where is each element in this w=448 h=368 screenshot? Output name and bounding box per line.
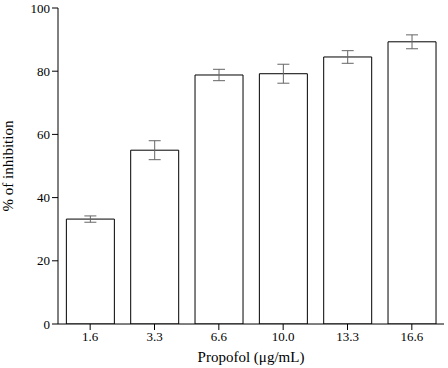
svg-text:13.3: 13.3 (336, 329, 359, 344)
svg-text:3.3: 3.3 (146, 329, 162, 344)
svg-text:10.0: 10.0 (272, 329, 295, 344)
svg-text:16.6: 16.6 (400, 329, 423, 344)
svg-text:100: 100 (31, 1, 51, 16)
svg-text:20: 20 (37, 253, 50, 268)
svg-text:1.6: 1.6 (82, 329, 99, 344)
svg-text:% of inhibition: % of inhibition (8, 120, 16, 211)
svg-text:6.6: 6.6 (211, 329, 228, 344)
svg-text:Propofol (μg/mL): Propofol (μg/mL) (198, 349, 305, 366)
svg-text:60: 60 (37, 127, 50, 142)
svg-text:40: 40 (37, 190, 50, 205)
svg-text:0: 0 (44, 317, 51, 332)
svg-text:80: 80 (37, 64, 50, 79)
